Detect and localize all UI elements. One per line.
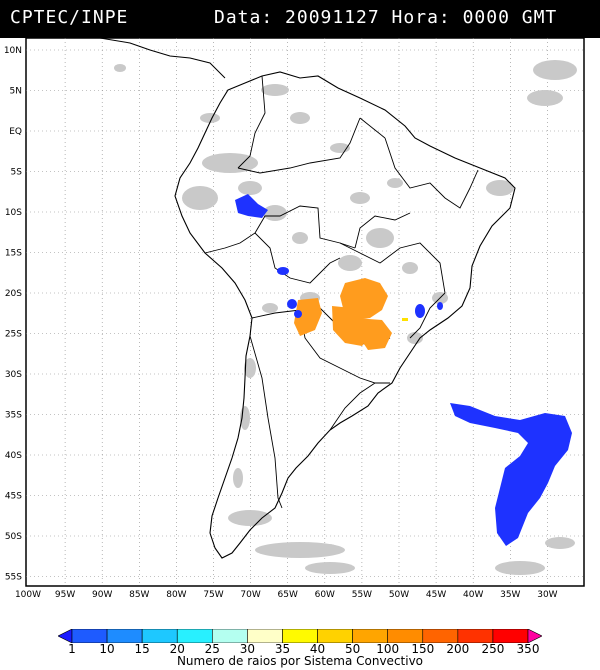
colorbar-tick-label: 20 — [169, 642, 185, 656]
map-svg: 10N5NEQ5S10S15S20S25S30S35S40S45S50S55S … — [4, 38, 585, 598]
colorbar-tick-label: 100 — [376, 642, 400, 656]
colorbar-tick-label: 350 — [516, 642, 540, 656]
colorbar-tick-label: 250 — [481, 642, 505, 656]
colorbar-segment — [176, 628, 213, 644]
country-borders — [204, 75, 479, 509]
map-panel: 10N 5N EQ 5S 10S 15S 20S 25S 30S 35S 40S 45S 50S 55S … — [0, 38, 600, 598]
lat-label: 45S — [5, 492, 22, 502]
colorbar-segment — [457, 628, 494, 644]
lon-label: 35W — [500, 590, 520, 598]
colorbar-segment — [141, 628, 178, 644]
datetime-label: Data: 20091127 Hora: 0000 GMT — [214, 7, 558, 28]
colorbar-tick-labels: 1 10 15 20 25 30 35 40 50 100 150 200 250 350 — [0, 642, 600, 656]
convective-systems-orange — [294, 278, 392, 350]
lon-label: 45W — [426, 590, 446, 598]
cloud-cover — [114, 60, 577, 575]
colorbar-tick-label: 150 — [411, 642, 435, 656]
lon-label: 90W — [92, 590, 112, 598]
south-america-outline — [174, 71, 516, 559]
lon-label: 65W — [278, 590, 298, 598]
lon-label: 100W — [15, 590, 41, 598]
convective-systems-blue — [235, 194, 572, 546]
colorbar-segment — [387, 628, 424, 644]
lat-label: 50S — [5, 532, 22, 542]
central-america-outline — [99, 38, 226, 79]
colorbar — [57, 628, 543, 644]
lat-label: 40S — [5, 451, 22, 461]
colorbar-tick-label: 25 — [204, 642, 220, 656]
colorbar-segment — [422, 628, 459, 644]
lon-label: 75W — [203, 590, 223, 598]
colorbar-arrow-right — [527, 628, 543, 644]
colorbar-tick-label: 40 — [309, 642, 326, 656]
lat-label: EQ — [9, 127, 22, 137]
title-bar: CPTEC/INPE Data: 20091127 Hora: 0000 GMT — [0, 0, 600, 38]
lat-label: 5N — [10, 87, 22, 97]
lon-label: 80W — [166, 590, 186, 598]
colorbar-tick-label: 35 — [274, 642, 291, 656]
lon-label: 50W — [389, 590, 409, 598]
colorbar-arrow-left — [57, 628, 73, 644]
colorbar-svg — [57, 628, 543, 644]
colorbar-tick-label: 15 — [134, 642, 150, 656]
colorbar-segment — [71, 628, 108, 644]
colorbar-segment — [352, 628, 388, 644]
lon-label: 40W — [463, 590, 483, 598]
convective-system-yellow — [402, 318, 408, 321]
lat-label: 30S — [5, 370, 22, 380]
colorbar-segment — [282, 628, 318, 644]
lon-label: 30W — [537, 590, 557, 598]
lat-label: 5S — [11, 168, 23, 178]
colorbar-tick-label: 10 — [99, 642, 115, 656]
colorbar-segment — [247, 628, 283, 644]
latitude-labels: 10N 5N EQ 5S 10S 15S 20S 25S 30S 35S 40S 45S 50S 55S — [4, 46, 22, 583]
lat-label: 10S — [5, 208, 22, 218]
source-label: CPTEC/INPE — [10, 7, 129, 28]
lon-label: 55W — [352, 590, 372, 598]
colorbar-tick-label: 1 — [68, 642, 76, 656]
colorbar-segment — [317, 628, 353, 644]
colorbar-tick-label: 50 — [344, 642, 361, 656]
lat-label: 55S — [5, 573, 22, 583]
colorbar-tick-label: 30 — [239, 642, 256, 656]
longitude-labels: 100W 95W 90W 85W 80W 75W 70W 65W 60W 55W 50W 45W 40W… — [15, 590, 558, 598]
colorbar-segment — [106, 628, 143, 644]
colorbar-tick-label: 200 — [446, 642, 470, 656]
lon-label: 85W — [129, 590, 149, 598]
lon-label: 70W — [240, 590, 260, 598]
lat-label: 15S — [5, 249, 22, 259]
lat-label: 35S — [5, 411, 22, 421]
lat-label: 25S — [5, 330, 22, 340]
colorbar-title: Numero de raios por Sistema Convectivo — [176, 654, 424, 668]
lat-label: 20S — [5, 289, 22, 299]
lon-label: 60W — [315, 590, 335, 598]
colorbar-segment — [492, 628, 529, 644]
colorbar-segment — [212, 628, 248, 644]
lon-label: 95W — [55, 590, 75, 598]
lat-label: 10N — [4, 46, 22, 56]
